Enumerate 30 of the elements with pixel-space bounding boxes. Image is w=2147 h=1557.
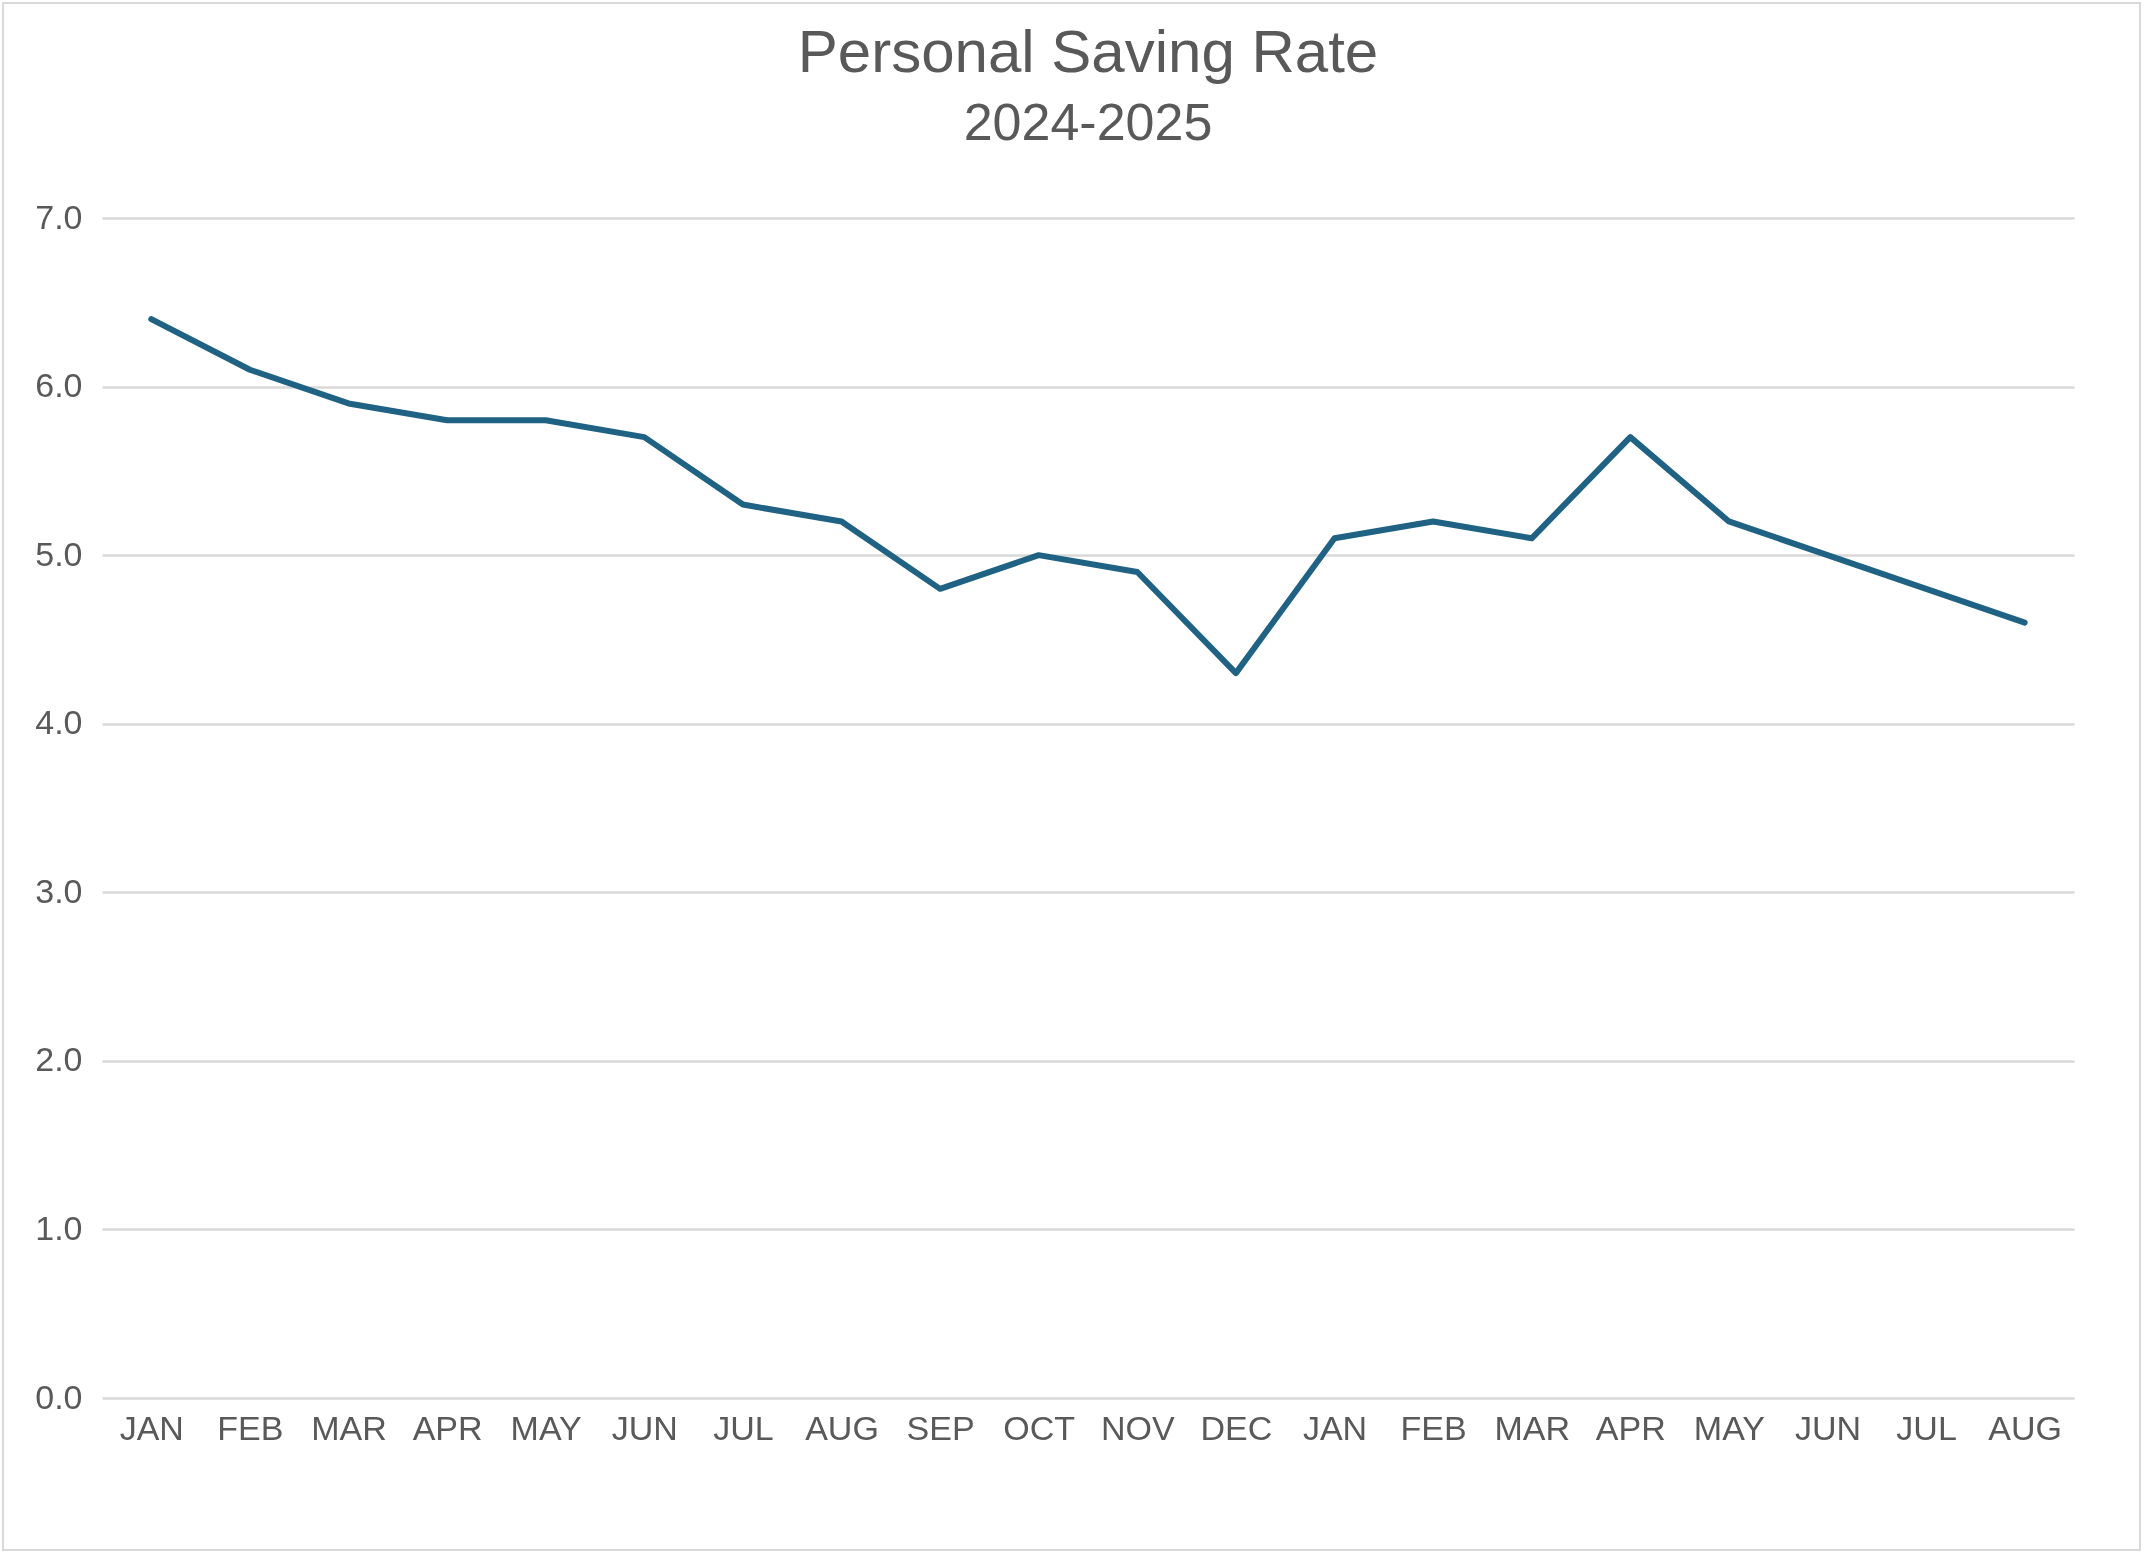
y-tick-label: 2.0: [35, 1040, 83, 1079]
y-tick-label: 0.0: [35, 1377, 83, 1416]
x-tick-label: MAY: [1693, 1408, 1765, 1447]
x-tick-label: JAN: [1302, 1408, 1368, 1447]
x-tick-label: APR: [412, 1408, 483, 1447]
y-tick-label: 4.0: [35, 703, 83, 742]
x-tick-label: OCT: [1003, 1408, 1076, 1447]
x-tick-label: FEB: [1400, 1408, 1467, 1447]
y-tick-label: 5.0: [35, 534, 83, 573]
x-tick-label: JAN: [119, 1408, 184, 1447]
x-tick-label: SEP: [906, 1408, 975, 1447]
x-tick-label: JUL: [1896, 1408, 1957, 1447]
x-tick-label: MAR: [311, 1408, 387, 1447]
x-tick-label: MAY: [510, 1408, 582, 1447]
chart-title: Personal Saving Rate: [797, 18, 1379, 85]
x-tick-label: JUN: [611, 1408, 678, 1447]
x-tick-label: APR: [1595, 1408, 1666, 1447]
x-tick-label: AUG: [805, 1408, 879, 1447]
chart-subtitle: 2024-2025: [963, 93, 1213, 151]
y-tick-label: 3.0: [35, 871, 83, 910]
x-tick-label: JUL: [713, 1408, 774, 1447]
x-tick-label: AUG: [1988, 1408, 2063, 1447]
x-tick-label: NOV: [1100, 1408, 1175, 1447]
x-tick-label: MAR: [1494, 1408, 1570, 1447]
y-tick-label: 7.0: [35, 197, 83, 236]
x-tick-label: FEB: [217, 1408, 284, 1447]
x-tick-label: DEC: [1200, 1408, 1273, 1447]
y-tick-label: 1.0: [35, 1208, 83, 1247]
x-tick-label: JUN: [1794, 1408, 1862, 1447]
y-tick-label: 6.0: [35, 366, 83, 405]
